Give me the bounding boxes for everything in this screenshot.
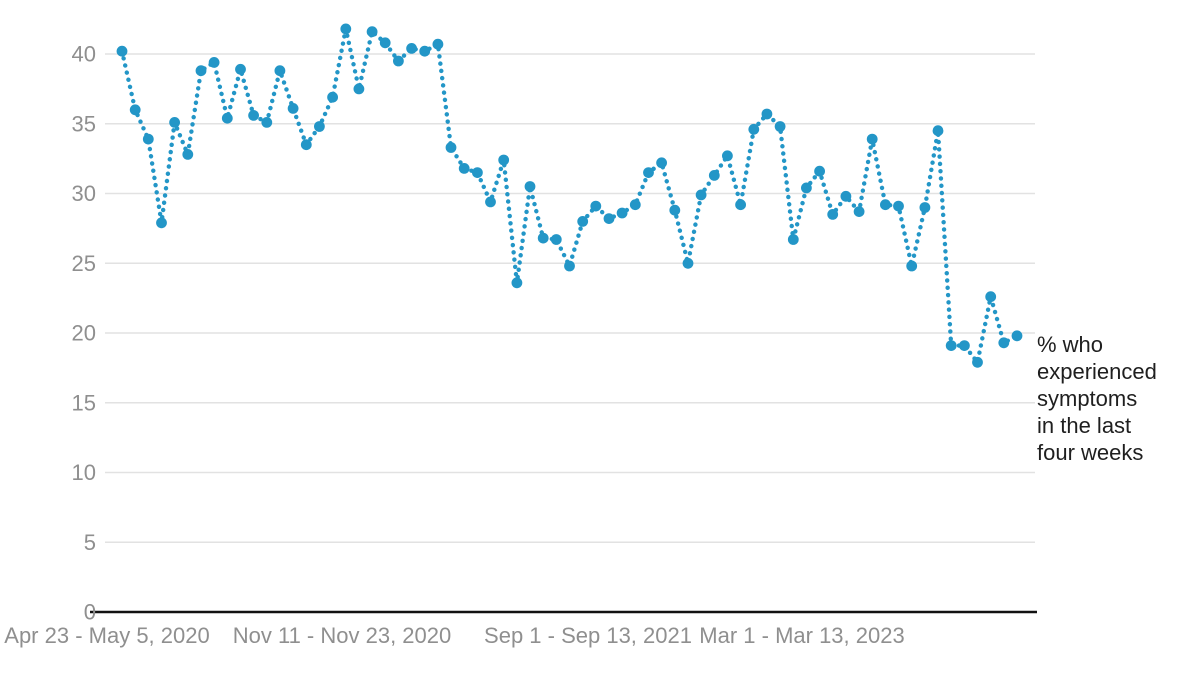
- data-point: [274, 65, 286, 77]
- data-point: [472, 167, 483, 179]
- data-point: [537, 232, 549, 244]
- data-point: [235, 63, 246, 75]
- data-point: [945, 340, 957, 351]
- data-point: [985, 291, 997, 303]
- data-point: [616, 207, 628, 219]
- y-tick-label: 25: [72, 251, 96, 276]
- data-point: [801, 182, 812, 194]
- y-tick-label: 5: [84, 530, 96, 555]
- data-point: [682, 257, 694, 269]
- x-tick-label: Apr 23 - May 5, 2020: [4, 623, 210, 648]
- data-point: [511, 277, 523, 289]
- data-point: [129, 104, 141, 116]
- data-point: [379, 37, 391, 49]
- data-point: [300, 139, 312, 151]
- data-point: [142, 133, 154, 145]
- data-point: [669, 204, 681, 216]
- data-point: [695, 189, 707, 201]
- data-point: [524, 181, 536, 192]
- data-point: [866, 133, 878, 145]
- data-point: [643, 167, 654, 179]
- data-point: [116, 45, 128, 57]
- data-point: [208, 57, 220, 68]
- data-point: [853, 206, 865, 218]
- data-point: [182, 149, 194, 160]
- data-point: [432, 38, 444, 50]
- data-point: [932, 125, 944, 137]
- data-point: [827, 209, 839, 220]
- series-annotation-line: experienced: [1037, 359, 1157, 384]
- x-tick-label: Nov 11 - Nov 23, 2020: [232, 623, 452, 648]
- data-point: [458, 163, 470, 174]
- data-point: [314, 121, 325, 132]
- data-point: [629, 199, 641, 211]
- data-point: [221, 112, 233, 124]
- data-point: [287, 103, 299, 114]
- data-point: [498, 154, 510, 166]
- y-tick-label: 0: [84, 600, 96, 625]
- data-point: [972, 356, 983, 368]
- data-point: [893, 200, 904, 212]
- series-annotation-line: % who: [1037, 332, 1104, 357]
- data-point: [774, 121, 786, 132]
- data-point: [485, 196, 496, 208]
- y-tick-label: 35: [72, 111, 96, 136]
- data-point: [998, 337, 1010, 349]
- data-point: [327, 91, 338, 103]
- data-point: [169, 117, 181, 128]
- y-tick-label: 20: [72, 321, 96, 346]
- y-tick-label: 30: [72, 181, 96, 206]
- y-tick-label: 15: [72, 390, 96, 415]
- data-point: [406, 43, 417, 54]
- series-annotation-line: four weeks: [1037, 440, 1144, 465]
- data-point: [708, 170, 720, 181]
- series-dotted-line: [119, 27, 1020, 368]
- data-point: [261, 117, 273, 128]
- data-point: [735, 199, 746, 211]
- data-point: [603, 213, 615, 225]
- data-point: [656, 157, 667, 169]
- data-point: [340, 23, 352, 35]
- data-point: [564, 260, 575, 272]
- data-point: [840, 190, 852, 202]
- data-point: [590, 200, 602, 212]
- data-point: [366, 26, 378, 38]
- data-point: [1011, 330, 1023, 342]
- series-annotation: % who experienced symptoms in the last f…: [1037, 331, 1157, 466]
- data-point: [814, 165, 825, 177]
- y-tick-label: 10: [72, 460, 96, 485]
- x-tick-label: Sep 1 - Sep 13, 2021: [484, 623, 692, 648]
- x-tick-label: Mar 1 - Mar 13, 2023: [699, 623, 905, 648]
- y-tick-label: 40: [72, 42, 96, 67]
- data-point: [748, 123, 760, 135]
- data-point: [761, 108, 773, 120]
- data-point: [445, 142, 457, 153]
- data-point: [419, 45, 431, 57]
- data-point: [248, 110, 259, 121]
- data-point: [959, 340, 970, 351]
- data-point: [195, 65, 207, 77]
- data-point: [919, 202, 931, 213]
- data-point: [577, 216, 589, 227]
- series-annotation-line: in the last: [1037, 413, 1132, 438]
- data-point: [550, 234, 562, 245]
- series-annotation-line: symptoms: [1037, 386, 1138, 411]
- data-point: [722, 150, 733, 162]
- data-point: [393, 55, 404, 67]
- data-point: [353, 83, 365, 95]
- data-point: [787, 234, 799, 245]
- data-point: [906, 260, 918, 272]
- data-point: [880, 199, 891, 211]
- data-point: [156, 217, 167, 229]
